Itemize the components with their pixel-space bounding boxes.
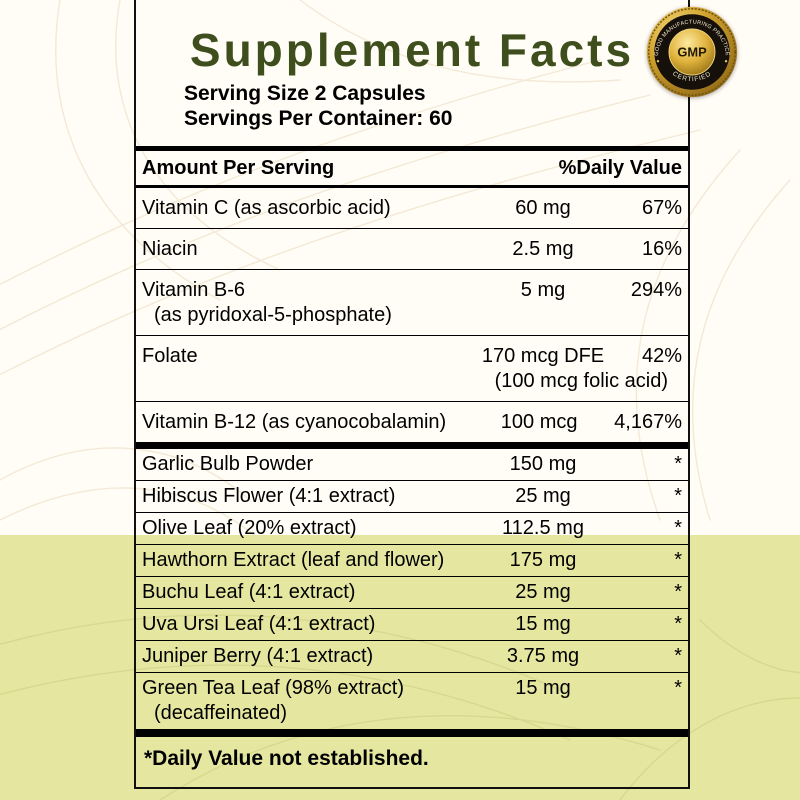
decor-top-group <box>0 0 791 541</box>
nutrient-name: Uva Ursi Leaf (4:1 extract) <box>142 612 376 635</box>
nutrient-row-buchu: Buchu Leaf (4:1 extract) 25 mg * <box>136 577 688 609</box>
nutrient-amount: 60 mg <box>515 196 571 219</box>
nutrient-dv: 294% <box>630 278 682 301</box>
nutrient-name-sub: (as pyridoxal-5-phosphate) <box>154 303 392 326</box>
nutrient-amount: 3.75 mg <box>506 644 580 667</box>
badge-rope-ring <box>648 8 736 96</box>
page-title: Supplement Facts <box>189 24 635 76</box>
nutrient-row-vitamin-c: Vitamin C (as ascorbic acid) 60 mg 67% <box>136 188 688 229</box>
nutrient-row-vitamin-b12: Vitamin B-12 (as cyanocobalamin) 100 mcg… <box>136 402 688 442</box>
nutrient-dv: * <box>674 644 682 667</box>
nutrient-dv: * <box>674 612 682 635</box>
nutrient-dv: 4,167% <box>614 410 682 433</box>
nutrient-name: Olive Leaf (20% extract) <box>142 516 357 539</box>
nutrient-dv: * <box>674 580 682 603</box>
daily-value-footnote: *Daily Value not established. <box>144 746 429 770</box>
nutrient-dv: 16% <box>641 237 682 260</box>
nutrient-amount: 2.5 mg <box>512 237 574 260</box>
nutrient-row-vitamin-b6: Vitamin B-6 5 mg 294% (as pyridoxal-5-ph… <box>136 270 688 336</box>
nutrient-amount: 5 mg <box>520 278 566 301</box>
nutrient-amount: 25 mg <box>515 484 571 507</box>
nutrient-amount: 150 mg <box>509 452 577 475</box>
nutrient-name: Green Tea Leaf (98% extract) <box>142 676 404 699</box>
nutrient-row-green-tea: Green Tea Leaf (98% extract) 15 mg * (de… <box>136 673 688 729</box>
nutrient-dv: 67% <box>641 196 682 219</box>
nutrient-amount: 100 mcg <box>500 410 578 433</box>
nutrient-name: Hawthorn Extract (leaf and flower) <box>142 548 445 571</box>
nutrient-name: Buchu Leaf (4:1 extract) <box>142 580 356 603</box>
table-header: Amount Per Serving %Daily Value <box>136 151 688 188</box>
nutrient-dv: * <box>674 548 682 571</box>
serving-size: Serving Size 2 Capsules <box>184 82 426 106</box>
nutrient-dv: * <box>674 676 682 699</box>
nutrient-name: Garlic Bulb Powder <box>142 452 314 475</box>
decor-bottom-group <box>0 614 800 800</box>
nutrient-row-hibiscus: Hibiscus Flower (4:1 extract) 25 mg * <box>136 481 688 513</box>
nutrient-amount: 15 mg <box>515 676 571 699</box>
gmp-certified-badge: GMP GOOD MANUFACTURING PRACTICE CERTIFIE… <box>646 6 738 98</box>
badge-center-text: GMP <box>677 45 707 60</box>
nutrient-row-niacin: Niacin 2.5 mg 16% <box>136 229 688 270</box>
nutrient-row-olive-leaf: Olive Leaf (20% extract) 112.5 mg * <box>136 513 688 545</box>
badge-inner-circle <box>668 28 716 76</box>
nutrient-name: Juniper Berry (4:1 extract) <box>142 644 374 667</box>
serving-info: Serving Size 2 Capsules Servings Per Con… <box>184 82 688 132</box>
nutrient-row-folate: Folate 170 mcg DFE 42% (100 mcg folic ac… <box>136 336 688 402</box>
nutrient-name: Vitamin C (as ascorbic acid) <box>142 196 391 219</box>
nutrient-row-juniper: Juniper Berry (4:1 extract) 3.75 mg * <box>136 641 688 673</box>
nutrient-row-hawthorn: Hawthorn Extract (leaf and flower) 175 m… <box>136 545 688 577</box>
nutrient-dv: * <box>674 516 682 539</box>
header-daily-value: %Daily Value <box>558 156 682 179</box>
nutrient-dv: * <box>674 452 682 475</box>
supplement-facts-label: Supplement Facts Serving Size 2 Capsules… <box>134 0 690 789</box>
nutrient-dv: 42% <box>641 344 682 367</box>
facts-table: Amount Per Serving %Daily Value Vitamin … <box>136 145 688 781</box>
nutrient-amount: 175 mg <box>509 548 577 571</box>
divider-footnote-thick <box>136 728 688 737</box>
nutrient-row-uva-ursi: Uva Ursi Leaf (4:1 extract) 15 mg * <box>136 609 688 641</box>
divider-section-thick <box>136 441 688 449</box>
badge-right-dot <box>724 60 728 63</box>
nutrient-amount-sub: (100 mcg folic acid) <box>494 369 668 392</box>
bottom-yellow-background <box>0 535 800 800</box>
nutrient-name: Vitamin B-6 <box>142 278 246 301</box>
nutrient-dv: * <box>674 484 682 507</box>
nutrient-name: Folate <box>142 344 198 367</box>
badge-left-dot <box>656 60 660 63</box>
nutrient-name: Vitamin B-12 (as cyanocobalamin) <box>142 410 447 433</box>
nutrient-name: Hibiscus Flower (4:1 extract) <box>142 484 396 507</box>
nutrient-amount: 25 mg <box>515 580 571 603</box>
divider-top-thick <box>136 145 688 151</box>
nutrient-amount: 15 mg <box>515 612 571 635</box>
nutrient-amount: 170 mcg DFE <box>481 344 605 367</box>
nutrient-amount: 112.5 mg <box>502 516 584 539</box>
gmp-badge-seal: GMP GOOD MANUFACTURING PRACTICE CERTIFIE… <box>646 6 738 98</box>
header-amount-per-serving: Amount Per Serving <box>142 156 335 179</box>
nutrient-name-sub: (decaffeinated) <box>154 701 288 724</box>
servings-per-container: Servings Per Container: 60 <box>184 107 453 131</box>
nutrient-name: Niacin <box>142 237 198 260</box>
nutrient-row-garlic: Garlic Bulb Powder 150 mg * <box>136 449 688 481</box>
